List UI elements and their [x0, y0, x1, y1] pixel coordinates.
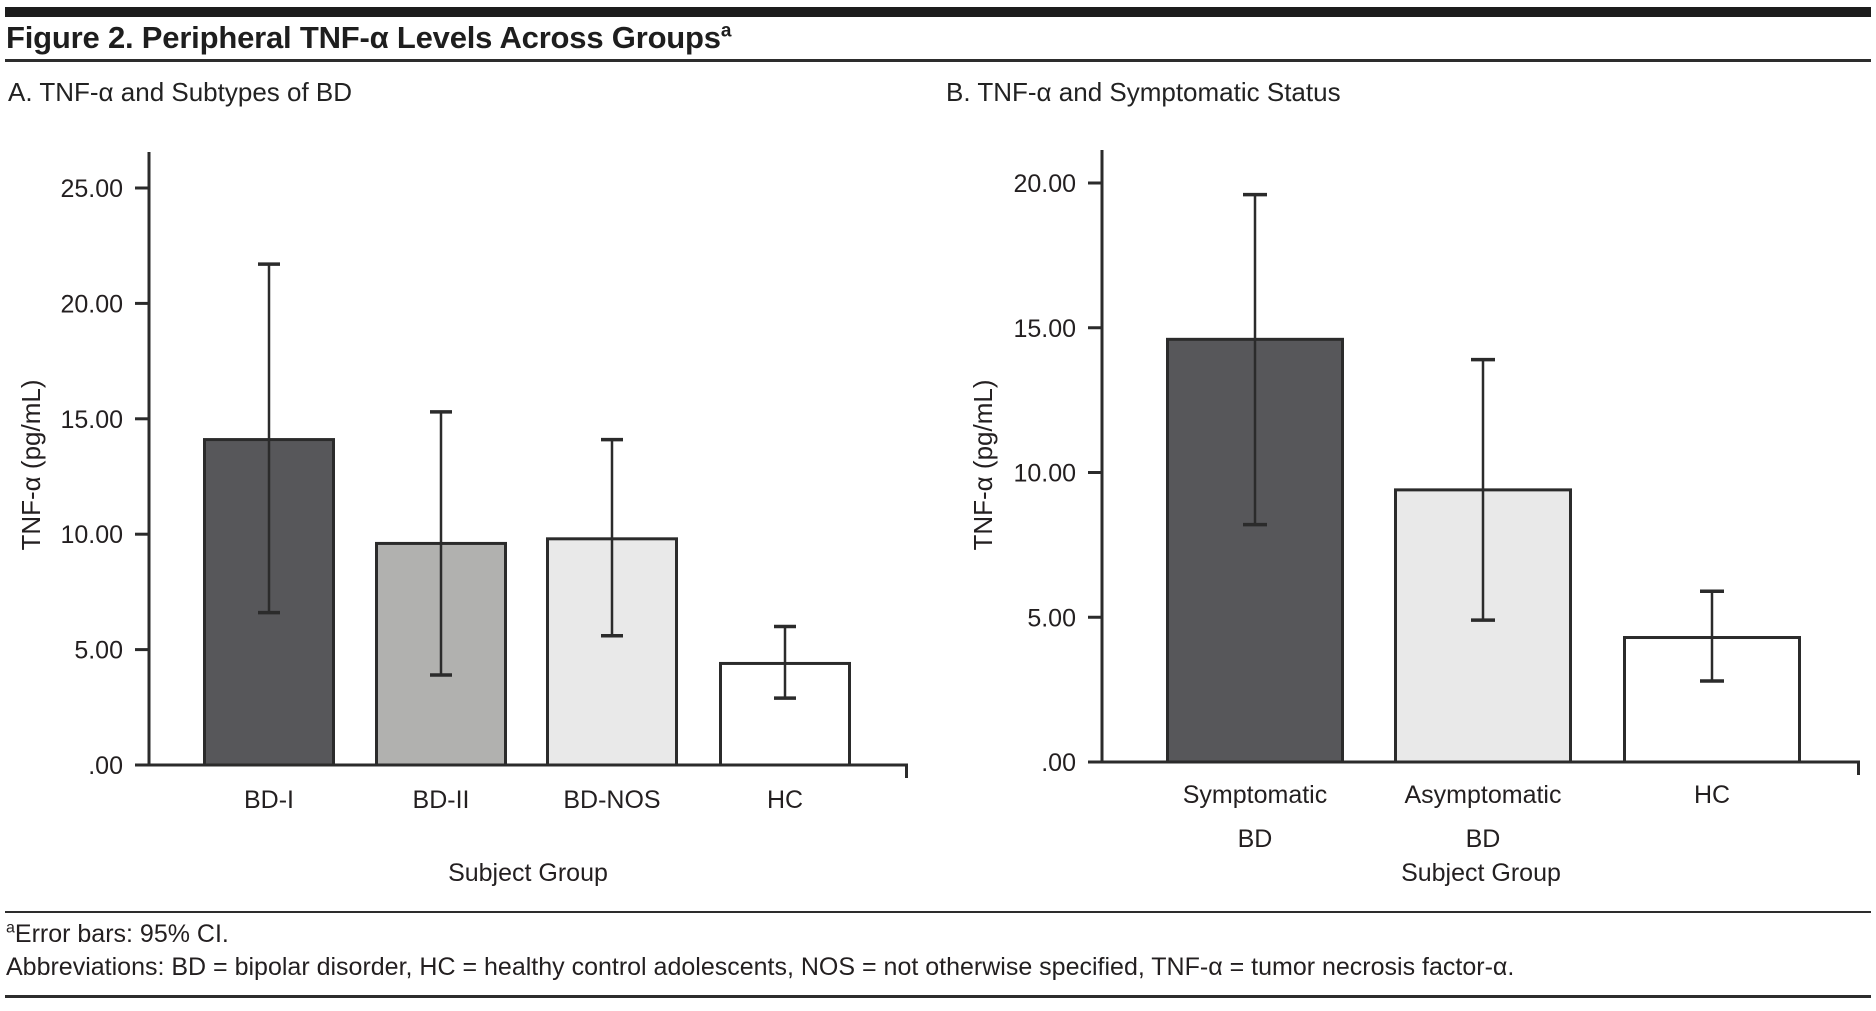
- y-tick-label: 25.00: [60, 175, 123, 203]
- top-rule-thick: [5, 7, 1871, 17]
- y-tick-label: 10.00: [60, 521, 123, 549]
- title-underline-rule: [5, 59, 1871, 62]
- x-category-label: BD-NOS: [563, 786, 660, 814]
- x-category-label: Asymptomatic: [1405, 781, 1562, 809]
- x-category-label: HC: [767, 786, 803, 814]
- y-tick-label: .00: [1041, 749, 1076, 777]
- bar-symptomatic-bd: [1166, 337, 1344, 764]
- y-axis-title: TNF-α (pg/mL): [968, 379, 998, 550]
- figure-title-superscript: a: [720, 20, 732, 42]
- x-category-label: BD-I: [244, 786, 294, 814]
- x-category-label: BD-II: [413, 786, 470, 814]
- bottom-rule: [5, 995, 1871, 998]
- panel-a-title: A. TNF-α and Subtypes of BD: [8, 77, 353, 107]
- figure-title: Figure 2. Peripheral TNF-α Levels Across…: [6, 20, 731, 56]
- y-tick-label: 5.00: [1027, 604, 1076, 632]
- y-axis-title: TNF-α (pg/mL): [16, 379, 46, 550]
- x-axis-title: Subject Group: [448, 859, 608, 887]
- x-category-label: BD: [1466, 825, 1501, 853]
- y-tick-label: .00: [88, 752, 123, 780]
- footnote-marker: a: [6, 919, 15, 937]
- x-category-label: HC: [1694, 781, 1730, 809]
- y-tick-label: 15.00: [1013, 315, 1076, 343]
- y-tick-label: 15.00: [60, 406, 123, 434]
- figure-title-text: Figure 2. Peripheral TNF-α Levels Across…: [6, 20, 721, 55]
- y-tick-label: 20.00: [1013, 170, 1076, 198]
- y-tick-label: 20.00: [60, 290, 123, 318]
- x-category-label: BD: [1238, 825, 1273, 853]
- footnote-top-rule: [5, 911, 1871, 913]
- panel-b-title: B. TNF-α and Symptomatic Status: [946, 77, 1341, 107]
- x-axis-title: Subject Group: [1401, 859, 1561, 887]
- y-tick-label: 10.00: [1013, 460, 1076, 488]
- y-tick-label: 5.00: [74, 637, 123, 665]
- footnote-error-bars-text: Error bars: 95% CI.: [14, 920, 229, 948]
- footnote-abbreviations: Abbreviations: BD = bipolar disorder, HC…: [6, 953, 1515, 981]
- x-category-label: Symptomatic: [1183, 781, 1327, 809]
- footnote-error-bars: aError bars: 95% CI.: [6, 920, 229, 949]
